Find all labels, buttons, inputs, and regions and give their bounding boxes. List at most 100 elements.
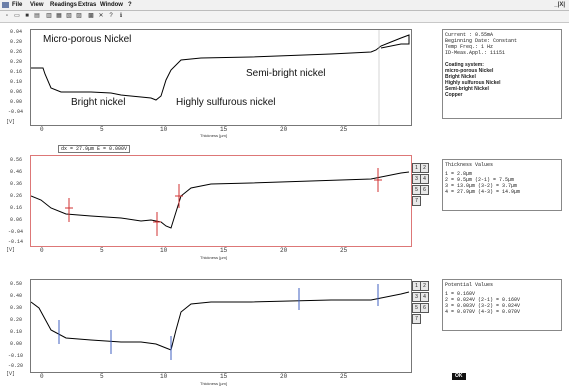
potential-curve-line (30, 171, 410, 229)
ytick: -0.04 (8, 229, 24, 235)
ytick: -0.10 (8, 353, 24, 359)
ytick: 0.20 (10, 39, 23, 45)
ytick: 0.16 (10, 205, 23, 211)
side-buttons-bottom: 1 2 3 4 5 6 7 (412, 281, 429, 371)
xtick: 10 (160, 126, 168, 133)
x-axis-label: Thickness [µm] (200, 255, 227, 260)
side-button[interactable]: 7 (412, 314, 421, 324)
coating-item: Semi-bright Nickel (445, 86, 489, 92)
ytick: 0.10 (10, 79, 23, 85)
info-line: Current : 0.55mA (445, 32, 494, 38)
xtick: 20 (280, 373, 288, 380)
ytick: 0.00 (10, 99, 23, 105)
annotation-bright: Bright nickel (71, 97, 126, 108)
coating-item: Highly sulfurous Nickel (445, 80, 501, 86)
cursor-readout: dx = 27.9µm E = 0.000V (58, 145, 131, 153)
ytick: 0.26 (10, 193, 23, 199)
curve-mid (30, 168, 410, 236)
plot-panel-top: Micro-porous Nickel Bright nickel Highly… (0, 23, 430, 141)
potential-line: 4 = 0.070V (4-3) = 0.070V (445, 309, 521, 315)
plot-panel-mid: dx = 27.9µm E = 0.000V 0 (0, 143, 430, 263)
xtick: 15 (220, 126, 228, 133)
coating-item: Bright Nickel (445, 74, 476, 80)
menu-file[interactable]: File (12, 2, 23, 8)
new-icon[interactable]: ▫ (5, 13, 9, 19)
thickness-line: 4 = 27.9µm (4-3) = 14.9µm (445, 189, 521, 195)
info-panel-potential: Potential Values 1 = 0.160V 2 = 0.024V (… (442, 279, 562, 331)
ytick: 0.40 (10, 293, 23, 299)
annotation-semi: Semi-bright nickel (246, 68, 326, 79)
side-button[interactable]: 6 (420, 303, 429, 313)
xtick: 0 (40, 247, 44, 254)
thickness-line: 1 = 2.8µm (445, 171, 473, 177)
ytick: 0.00 (10, 341, 23, 347)
plot-area-mid[interactable] (30, 155, 412, 247)
side-button[interactable]: 4 (420, 292, 429, 302)
print-icon[interactable]: ▤ (34, 13, 40, 19)
window-controls[interactable]: _|X| (554, 2, 565, 8)
toolbar: ▫ ▭ ■ ▤ ▥ ▦ ▧ ▨ ▩ ✕ ? ℹ (0, 11, 569, 23)
side-buttons-mid: 1 2 3 4 5 6 7 (412, 163, 429, 253)
menu-help[interactable]: ? (128, 2, 132, 8)
xtick: 10 (160, 373, 168, 380)
ytick: 0.06 (10, 217, 23, 223)
curve-top (31, 30, 410, 125)
view2-icon[interactable]: ▦ (56, 13, 62, 19)
view4-icon[interactable]: ▨ (76, 13, 82, 19)
menu-window[interactable]: Window (100, 2, 123, 8)
annotation-sulfur: Highly sulfurous nickel (176, 97, 276, 108)
report-icon[interactable]: ▩ (88, 13, 94, 19)
plot-area-top[interactable]: Micro-porous Nickel Bright nickel Highly… (30, 29, 412, 126)
annotation-micro: Micro-porous Nickel (43, 34, 132, 45)
status-button[interactable]: OK (452, 373, 466, 380)
menu-readings[interactable]: Readings (50, 2, 78, 8)
xtick: 15 (220, 373, 228, 380)
side-button[interactable]: 7 (412, 196, 421, 206)
ytick: 0.10 (10, 329, 23, 335)
curve-bottom (30, 284, 410, 360)
ytick: 0.04 (10, 29, 23, 35)
potential-line: 2 = 0.024V (2-1) = 0.160V (445, 297, 521, 303)
open-icon[interactable]: ▭ (14, 13, 20, 19)
ytick: 0.56 (10, 157, 23, 163)
plot-area-bottom[interactable] (30, 279, 412, 373)
view3-icon[interactable]: ▧ (66, 13, 72, 19)
xtick: 20 (280, 126, 288, 133)
xtick: 25 (340, 373, 348, 380)
x-axis-label: Thickness [µm] (200, 133, 227, 138)
thickness-line: 2 = 9.5µm (2-1) = 7.5µm (445, 177, 515, 183)
ytick: 0.26 (10, 49, 23, 55)
ytick: 0.16 (10, 69, 23, 75)
y-unit: [V] (6, 119, 16, 125)
xtick: 25 (340, 247, 348, 254)
ytick: 0.20 (10, 59, 23, 65)
ytick: 0.36 (10, 181, 23, 187)
info-line: ID-Meas.Appl.: 11151 (445, 50, 506, 56)
close-icon[interactable]: ✕ (98, 13, 104, 19)
side-button[interactable]: 2 (420, 281, 429, 291)
xtick: 0 (40, 126, 44, 133)
ytick: 0.06 (10, 89, 23, 95)
ytick: 0.46 (10, 169, 23, 175)
potential-curve-line (30, 291, 410, 351)
save-icon[interactable]: ■ (25, 13, 29, 19)
view1-icon[interactable]: ▥ (46, 13, 52, 19)
ytick: 0.20 (10, 317, 23, 323)
menu-extras[interactable]: Extras (78, 2, 97, 8)
markers-bottom (58, 284, 379, 360)
x-axis-label: Thickness [µm] (200, 381, 227, 386)
ytick: -0.04 (8, 109, 24, 115)
potential-line: 1 = 0.160V (445, 291, 476, 297)
side-button[interactable]: 4 (420, 174, 429, 184)
help-icon[interactable]: ? (109, 13, 113, 19)
side-button[interactable]: 2 (420, 163, 429, 173)
info-panel-thickness: Thickness Values 1 = 2.8µm 2 = 9.5µm (2-… (442, 159, 562, 211)
info-icon[interactable]: ℹ (119, 13, 123, 19)
menu-view[interactable]: View (30, 2, 44, 8)
side-button[interactable]: 6 (420, 185, 429, 195)
coating-title: Coating system: (445, 62, 484, 68)
info-line: Temp Freq.: 1 Hz (445, 44, 494, 50)
thickness-line: 3 = 13.0µm (3-2) = 3.7µm (445, 183, 518, 189)
ytick: -0.20 (8, 363, 24, 369)
ytick: 0.50 (10, 281, 23, 287)
